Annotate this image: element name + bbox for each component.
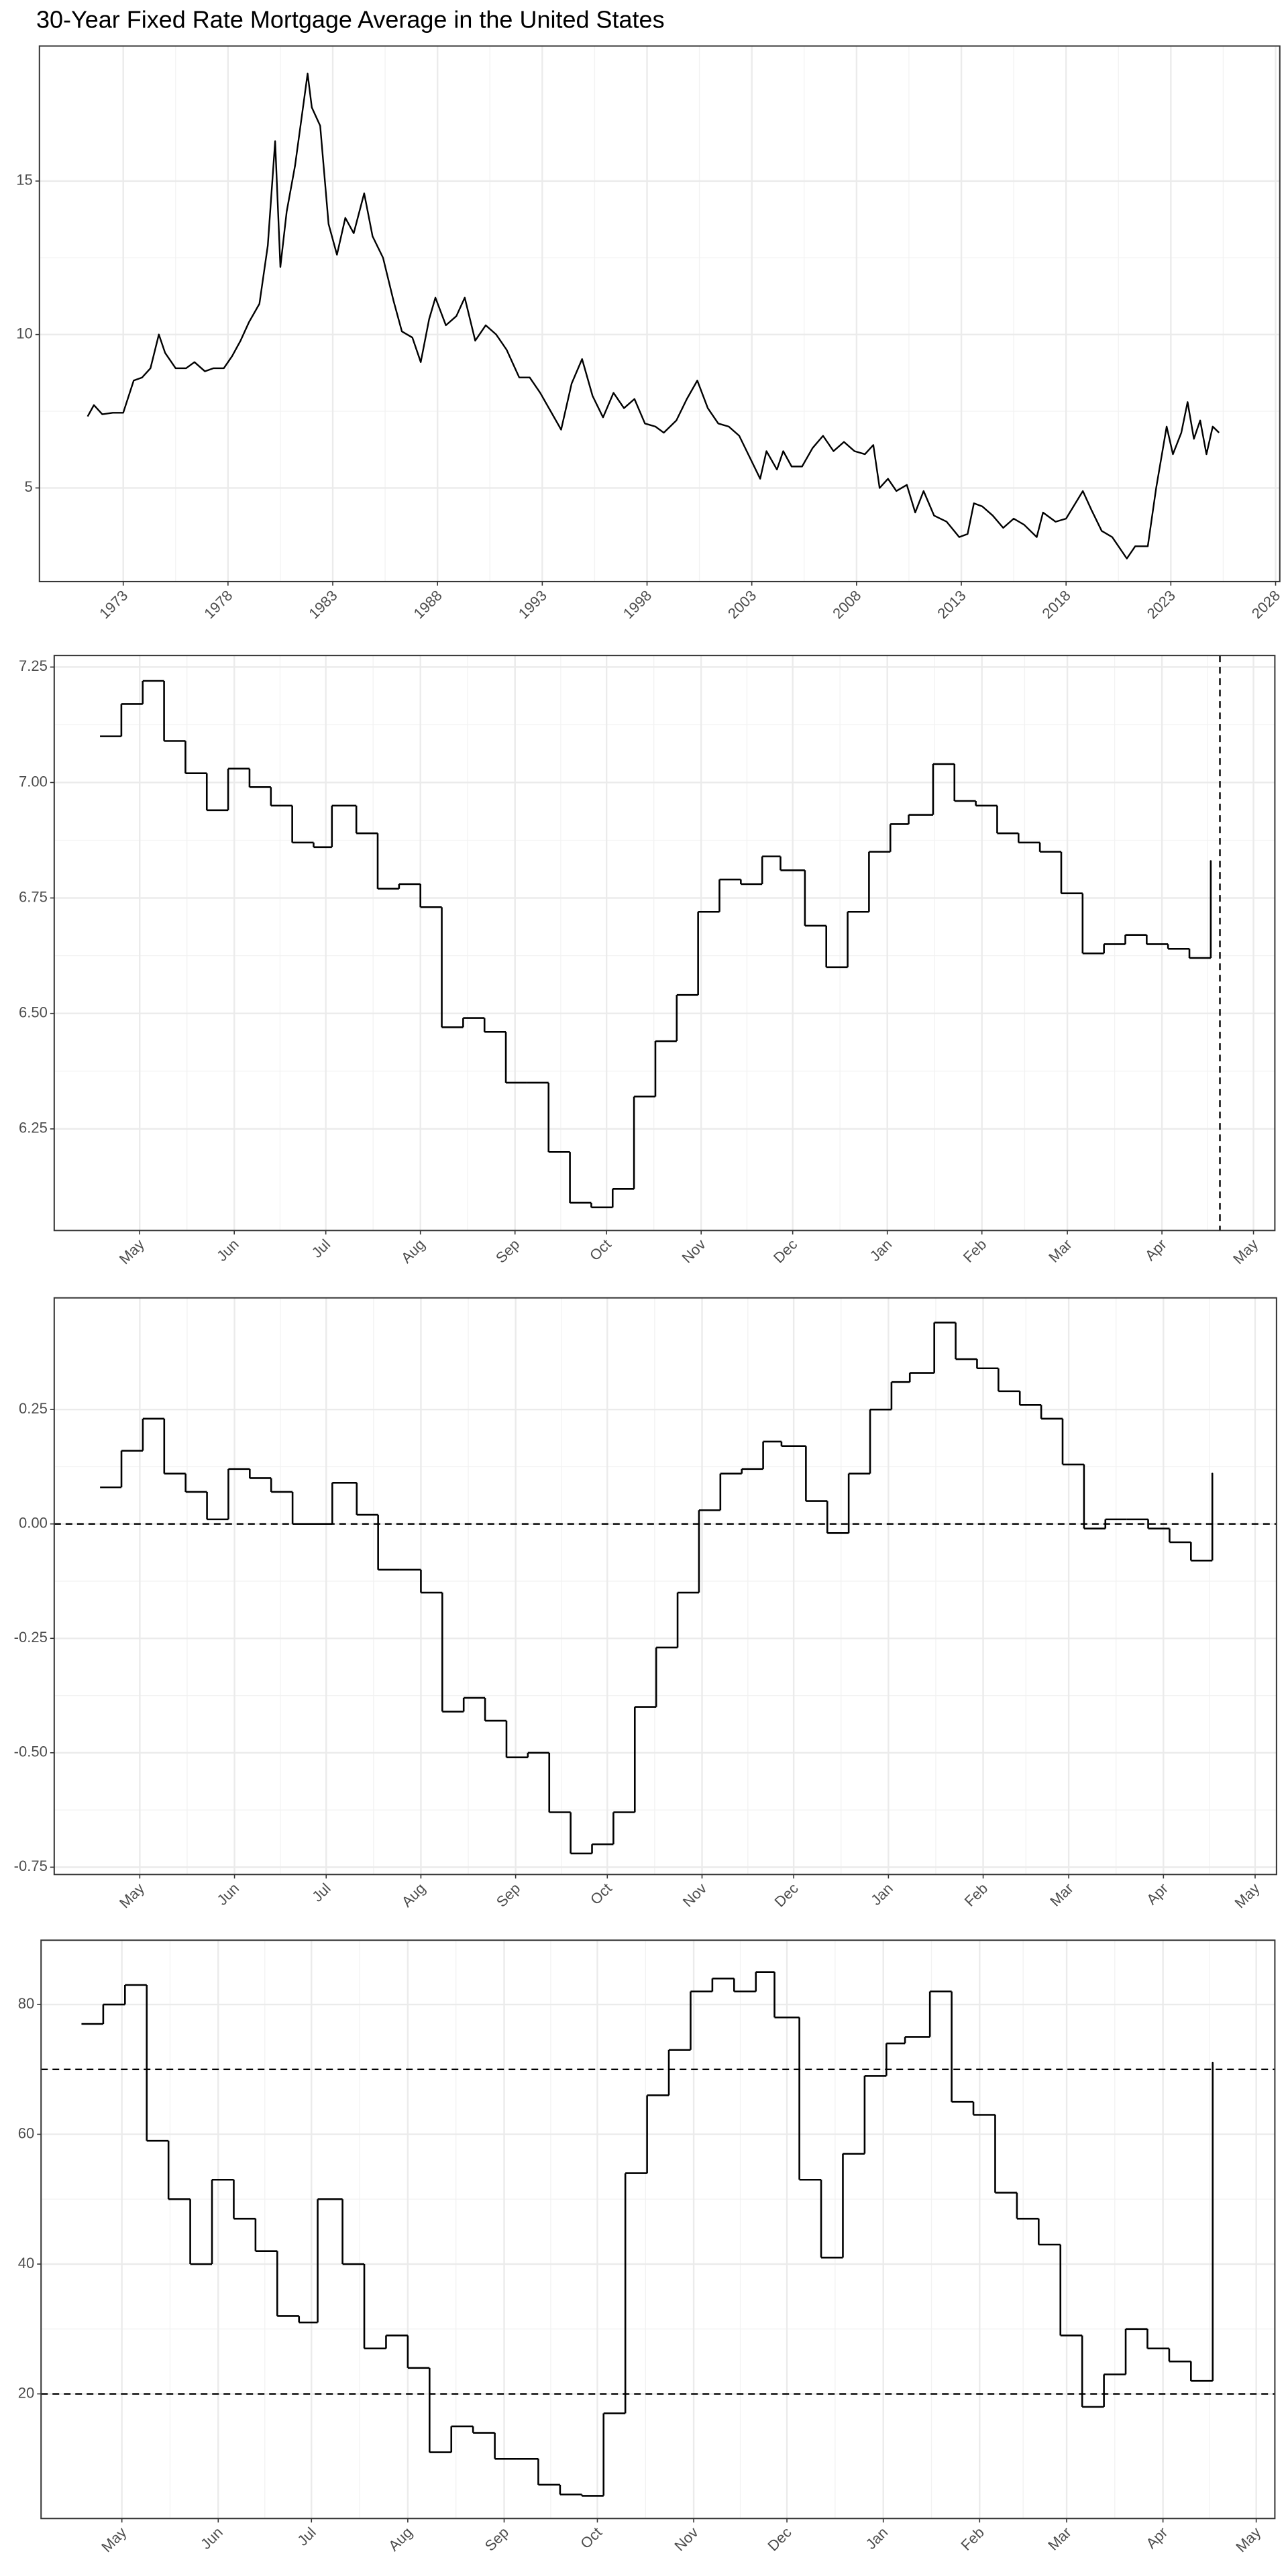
- data-line: [87, 72, 1220, 559]
- x-tick-label: Jul: [294, 2524, 319, 2549]
- y-tick-label: 5: [25, 478, 33, 495]
- y-tick-label: 6.50: [19, 1004, 48, 1021]
- y-tick-label: -0.50: [14, 1743, 48, 1760]
- y-tick-label: 6.75: [19, 888, 48, 905]
- panel-background: [54, 1297, 1277, 1875]
- panel-background: [41, 1940, 1275, 2519]
- y-tick-label: 20: [18, 2384, 34, 2401]
- x-tick-label: Apr: [1142, 1236, 1170, 1264]
- x-tick-label: Dec: [770, 1236, 800, 1266]
- x-tick-label: Jun: [213, 1236, 242, 1265]
- y-tick-label: 0.00: [19, 1515, 48, 1532]
- x-tick-label: Jan: [863, 2524, 892, 2553]
- x-tick-label: 2018: [1039, 587, 1074, 622]
- x-tick-label: Sep: [492, 1236, 523, 1266]
- x-tick-label: 2023: [1144, 587, 1179, 622]
- x-tick-label: Sep: [493, 1880, 523, 1910]
- y-tick-label: 15: [16, 172, 32, 189]
- x-tick-label: May: [98, 2524, 129, 2555]
- x-tick-label: Nov: [671, 2524, 701, 2554]
- chart-title: 30-Year Fixed Rate Mortgage Average in t…: [36, 6, 665, 34]
- x-tick-label: Apr: [1143, 1880, 1171, 1908]
- x-tick-label: 1978: [201, 587, 235, 622]
- x-tick-label: 1998: [620, 587, 655, 622]
- panel-border: [38, 45, 1281, 582]
- y-tick-label: 10: [16, 325, 32, 341]
- x-tick-label: Aug: [398, 1880, 429, 1910]
- x-tick-label: Oct: [587, 1880, 615, 1908]
- y-tick-label: 80: [18, 1995, 34, 2012]
- y-tick-label: -0.25: [14, 1629, 48, 1646]
- x-tick-label: Dec: [764, 2524, 794, 2554]
- x-tick-label: Jul: [309, 1880, 334, 1905]
- x-tick-label: Mar: [1046, 1880, 1076, 1909]
- x-tick-label: Nov: [680, 1880, 710, 1910]
- x-tick-label: Nov: [679, 1236, 709, 1266]
- panel-background: [39, 46, 1280, 582]
- x-tick-label: Mar: [1044, 2524, 1074, 2553]
- y-tick-label: 0.25: [19, 1400, 48, 1417]
- x-tick-label: 2003: [724, 587, 759, 622]
- x-tick-label: 1983: [305, 587, 340, 622]
- x-tick-label: Feb: [961, 1880, 991, 1909]
- x-tick-label: 1973: [96, 587, 131, 622]
- x-tick-label: Oct: [577, 2524, 605, 2552]
- x-tick-label: Dec: [771, 1880, 801, 1910]
- x-tick-label: Feb: [960, 1236, 989, 1265]
- x-tick-label: Jul: [309, 1236, 334, 1261]
- x-tick-label: Mar: [1045, 1236, 1075, 1265]
- y-tick-label: 60: [18, 2125, 34, 2141]
- x-tick-label: Sep: [482, 2524, 512, 2554]
- x-tick-label: Aug: [398, 1236, 428, 1266]
- y-tick-label: 7.00: [19, 773, 48, 790]
- x-tick-label: Feb: [957, 2524, 987, 2553]
- step-end: [1212, 2061, 1214, 2064]
- panel-border: [53, 655, 1276, 1232]
- x-tick-label: May: [116, 1880, 148, 1911]
- step-end: [1211, 1472, 1214, 1474]
- x-tick-label: May: [1232, 1880, 1263, 1911]
- step-end: [1210, 860, 1212, 862]
- x-tick-label: 1988: [411, 587, 445, 622]
- panel-background: [54, 655, 1275, 1231]
- x-tick-label: May: [1230, 1236, 1261, 1267]
- x-tick-label: Oct: [586, 1236, 614, 1264]
- x-tick-label: Aug: [385, 2524, 415, 2554]
- x-tick-label: 1993: [515, 587, 550, 622]
- x-tick-label: 2013: [934, 587, 969, 622]
- y-tick-label: 6.25: [19, 1120, 48, 1136]
- y-tick-label: 7.25: [19, 657, 48, 674]
- y-tick-label: -0.75: [14, 1858, 48, 1874]
- x-tick-label: 2028: [1248, 587, 1283, 622]
- x-tick-label: Jan: [867, 1236, 896, 1265]
- x-tick-label: Apr: [1142, 2524, 1171, 2552]
- x-tick-label: May: [1232, 2524, 1264, 2555]
- panel-border: [53, 1297, 1277, 1876]
- x-tick-label: Jun: [213, 1880, 242, 1909]
- x-tick-label: Jan: [867, 1880, 896, 1909]
- panel-border: [40, 1939, 1276, 2520]
- x-tick-label: Jun: [197, 2524, 226, 2553]
- x-tick-label: 2008: [829, 587, 864, 622]
- x-tick-label: May: [116, 1236, 148, 1267]
- y-tick-label: 40: [18, 2255, 34, 2271]
